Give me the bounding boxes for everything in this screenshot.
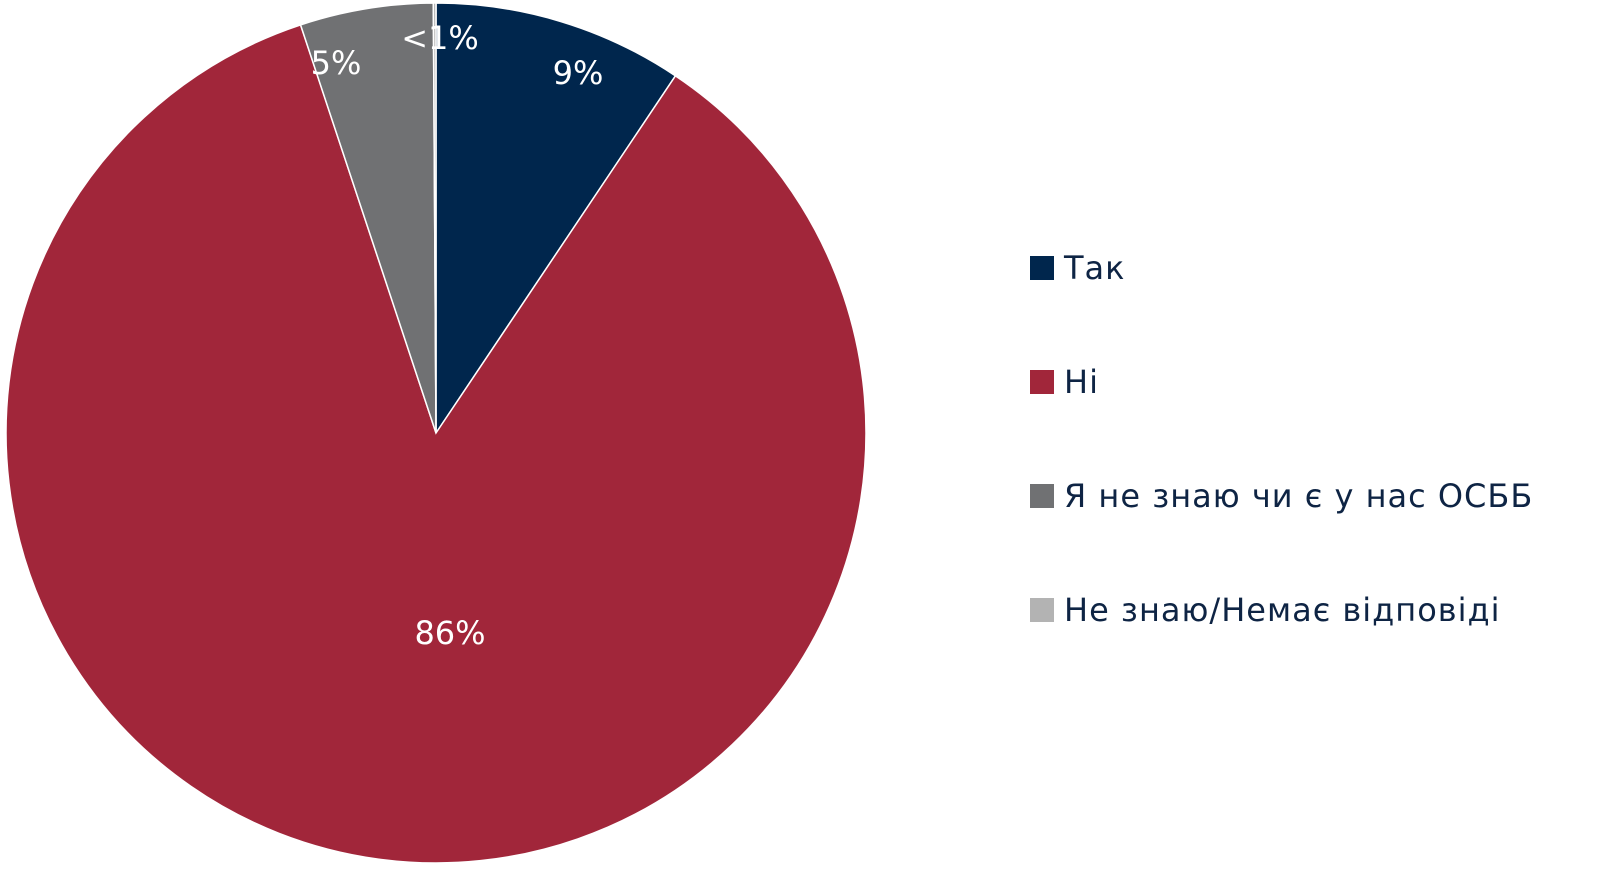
pie-slices	[5, 2, 867, 864]
data-label-tak: 9%	[553, 54, 604, 92]
legend-swatch-ni	[1030, 370, 1054, 394]
pie-slice-ni	[5, 23, 867, 864]
data-label-ni: 86%	[414, 614, 485, 652]
legend-label-ne-znayu-osbb: Я не знаю чи є у нас ОСББ	[1064, 477, 1534, 515]
pie-slice-tak	[435, 2, 677, 436]
legend: Так Ні Я не знаю чи є у нас ОСББ Не знаю…	[1030, 244, 1600, 700]
legend-item-ne-znayu-osbb: Я не знаю чи є у нас ОСББ	[1030, 472, 1600, 520]
legend-item-tak: Так	[1030, 244, 1600, 292]
legend-label-no-answer: Не знаю/Немає відповіді	[1064, 591, 1501, 629]
pie-labels: 9% 86% 5% <1%	[311, 19, 604, 652]
legend-label-tak: Так	[1064, 249, 1126, 287]
legend-label-ni: Ні	[1064, 363, 1099, 401]
legend-item-ni: Ні	[1030, 358, 1600, 406]
legend-swatch-tak	[1030, 256, 1054, 280]
legend-swatch-no-answer	[1030, 598, 1054, 622]
legend-swatch-ne-znayu-osbb	[1030, 484, 1054, 508]
data-label-no-answer: <1%	[401, 19, 479, 57]
data-label-ne-znayu-osbb: 5%	[311, 44, 362, 82]
pie-slice-no-answer	[432, 2, 437, 434]
legend-item-no-answer: Не знаю/Немає відповіді	[1030, 586, 1600, 634]
